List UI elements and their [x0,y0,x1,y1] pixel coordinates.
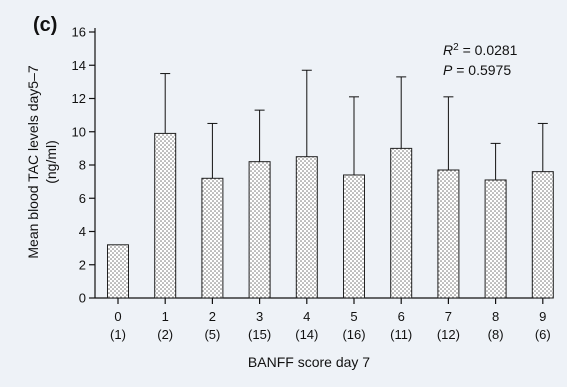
x-tick-label: 0 [114,309,121,324]
y-tick-label: 10 [72,124,86,139]
x-tick-label: 7 [445,309,452,324]
bar [343,174,365,299]
bar [295,156,318,299]
x-count-label: (5) [204,327,220,342]
bar [154,132,177,299]
r-squared-annotation: R2 = 0.0281 [443,42,518,59]
y-tick-label: 16 [72,25,86,40]
x-count-label: (15) [248,327,271,342]
x-tick-label: 4 [303,309,310,324]
x-count-label: (8) [488,327,504,342]
x-tick-label: 8 [492,309,499,324]
bar [437,169,460,299]
bar [484,179,507,299]
bar [107,244,129,299]
y-tick-label: 14 [72,58,86,73]
p-value: = 0.5975 [452,62,511,78]
y-tick-label: 8 [79,158,86,173]
r-symbol: R [443,42,453,58]
x-count-label: (1) [110,327,126,342]
x-tick-label: 3 [256,309,263,324]
y-axis-title: Mean blood TAC levels day5–7 (ng/ml) [25,65,59,258]
bar [531,171,554,299]
x-tick-label: 9 [539,309,546,324]
r-exponent: 2 [453,42,459,53]
x-tick-label: 5 [350,309,357,324]
stats-annotation: R2 = 0.0281 P = 0.5975 [443,42,518,79]
p-symbol: P [443,62,453,78]
bars-group [107,69,554,299]
x-count-label: (11) [390,327,412,342]
y-axis-title-line1: Mean blood TAC levels day5–7 [25,65,41,258]
y-tick-label: 0 [79,291,86,306]
y-axis-title-unit: (ng/ml) [43,140,59,184]
p-value-annotation: P = 0.5975 [443,62,511,78]
x-tick-label: 1 [162,309,169,324]
x-count-label: (16) [342,327,365,342]
panel-label: (c) [33,14,57,36]
x-count-label: (14) [295,327,318,342]
y-tick-label: 6 [79,191,86,206]
x-tick-label: 6 [398,309,405,324]
y-tick-label: 12 [72,91,86,106]
y-tick-label: 4 [79,224,86,239]
x-axis: 0 (1) 1 (2) 2 (5) 3 (15) 4 (14) 5 (16) 6 (11) 7 (12) 8 (8… [95,297,551,342]
bar [390,147,413,299]
x-count-label: (2) [157,327,173,342]
x-axis-title: BANFF score day 7 [248,354,370,370]
y-axis: 0 2 4 6 8 10 12 14 16 [72,25,96,306]
x-count-label: (12) [437,327,460,342]
bar [201,177,224,299]
r-squared-value: = 0.0281 [459,42,518,58]
x-tick-label: 2 [209,309,216,324]
bar [248,161,271,299]
x-count-label: (6) [535,327,551,342]
y-tick-label: 2 [79,257,86,272]
